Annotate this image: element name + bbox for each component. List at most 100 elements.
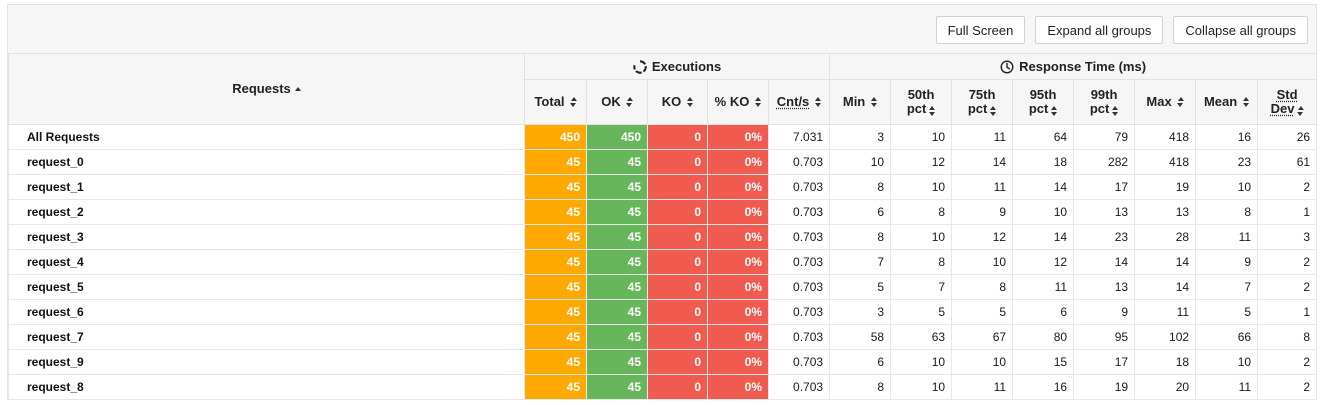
request-name-cell[interactable]: request_8 [8, 374, 525, 400]
request-name-cell[interactable]: request_6 [8, 299, 525, 325]
min-cell: 58 [829, 324, 892, 350]
p75-cell: 14 [951, 149, 1014, 175]
table-row[interactable]: request_4 45 45 0 0% 0.703 7 8 10 12 14 14 9 2 [8, 249, 1318, 275]
response-time-label: Response Time (ms) [1019, 58, 1147, 74]
request-name-cell[interactable]: request_4 [8, 249, 525, 275]
ko-cell: 0 [647, 274, 708, 300]
p99-header-label-line2: pct [1089, 101, 1110, 116]
cnts-cell: 0.703 [767, 224, 831, 250]
table-row[interactable]: request_1 45 45 0 0% 0.703 8 10 11 14 17 19 10 2 [8, 174, 1318, 200]
ok-column-header[interactable]: OK [586, 79, 648, 125]
percent-ko-cell: 0% [707, 274, 769, 300]
statistics-rows: All Requests 450 450 0 0% 7.031 3 10 11 64 79 418 16… [8, 124, 1318, 400]
std-dev-cell: 1 [1257, 299, 1318, 325]
sort-icon [626, 97, 633, 107]
sort-icon [1111, 106, 1119, 116]
mean-cell: 10 [1195, 349, 1259, 375]
toolbar: Full Screen Expand all groups Collapse a… [935, 16, 1308, 44]
max-column-header[interactable]: Max [1134, 79, 1197, 125]
max-header-label: Max [1146, 94, 1172, 109]
cnts-column-header[interactable]: Cnt/s [767, 79, 831, 125]
p75-column-header[interactable]: 75th pct [951, 79, 1014, 125]
p75-cell: 12 [951, 224, 1014, 250]
p75-cell: 5 [951, 299, 1014, 325]
mean-cell: 23 [1195, 149, 1259, 175]
cnts-header-label: Cnt/s [776, 94, 810, 109]
request-name-cell[interactable]: All Requests [8, 124, 525, 150]
table-row[interactable]: request_7 45 45 0 0% 0.703 58 63 67 80 95 102 66 8 [8, 324, 1318, 350]
request-name-cell[interactable]: request_2 [8, 199, 525, 225]
min-cell: 3 [829, 124, 892, 150]
max-cell: 11 [1134, 299, 1197, 325]
table-row[interactable]: request_9 45 45 0 0% 0.703 6 10 10 15 17 18 10 2 [8, 349, 1318, 375]
p95-cell: 18 [1012, 149, 1075, 175]
min-column-header[interactable]: Min [829, 79, 892, 125]
table-row[interactable]: request_0 45 45 0 0% 0.703 10 12 14 18 282 418 23 61 [8, 149, 1318, 175]
table-row[interactable]: request_2 45 45 0 0% 0.703 6 8 9 10 13 13 8 1 [8, 199, 1318, 225]
mean-column-header[interactable]: Mean [1195, 79, 1259, 125]
full-screen-button[interactable]: Full Screen [935, 16, 1026, 44]
ko-cell: 0 [647, 174, 708, 200]
std-dev-cell: 2 [1257, 174, 1318, 200]
p95-cell: 16 [1012, 374, 1075, 400]
min-cell: 6 [829, 199, 892, 225]
p95-column-header[interactable]: 95th pct [1012, 79, 1075, 125]
p50-column-header[interactable]: 50th pct [890, 79, 953, 125]
p99-cell: 9 [1073, 299, 1136, 325]
requests-column-header[interactable]: Requests [8, 53, 525, 125]
table-row[interactable]: All Requests 450 450 0 0% 7.031 3 10 11 64 79 418 16… [8, 124, 1318, 150]
ko-column-header[interactable]: KO [647, 79, 708, 125]
ok-cell: 45 [586, 374, 648, 400]
p50-cell: 10 [890, 374, 953, 400]
p99-cell: 23 [1073, 224, 1136, 250]
mean-cell: 10 [1195, 174, 1259, 200]
p75-cell: 11 [951, 174, 1014, 200]
sort-asc-icon [294, 87, 301, 91]
sort-icon [1297, 106, 1304, 116]
p99-column-header[interactable]: 99th pct [1073, 79, 1136, 125]
total-column-header[interactable]: Total [524, 79, 587, 125]
table-row[interactable]: request_6 45 45 0 0% 0.703 3 5 5 6 9 11 5 1 [8, 299, 1318, 325]
p99-cell: 14 [1073, 249, 1136, 275]
request-name-cell[interactable]: request_5 [8, 274, 525, 300]
mean-cell: 9 [1195, 249, 1259, 275]
p95-cell: 14 [1012, 174, 1075, 200]
p75-cell: 8 [951, 274, 1014, 300]
p50-cell: 8 [890, 199, 953, 225]
request-name-cell[interactable]: request_1 [8, 174, 525, 200]
collapse-all-groups-button[interactable]: Collapse all groups [1173, 16, 1308, 44]
sort-icon [686, 97, 694, 107]
executions-label: Executions [651, 58, 722, 74]
ko-cell: 0 [647, 349, 708, 375]
request-name-cell[interactable]: request_0 [8, 149, 525, 175]
max-cell: 418 [1134, 124, 1197, 150]
table-row[interactable]: request_5 45 45 0 0% 0.703 5 7 8 11 13 14 7 2 [8, 274, 1318, 300]
percent-ko-cell: 0% [707, 324, 769, 350]
expand-all-groups-button[interactable]: Expand all groups [1035, 16, 1164, 44]
table-row[interactable]: request_8 45 45 0 0% 0.703 8 10 11 16 19 20 11 2 [8, 374, 1318, 400]
sort-icon [989, 106, 997, 116]
ok-cell: 450 [586, 124, 648, 150]
std-dev-cell: 26 [1257, 124, 1318, 150]
p50-cell: 5 [890, 299, 953, 325]
p95-cell: 80 [1012, 324, 1075, 350]
max-cell: 13 [1134, 199, 1197, 225]
p75-cell: 10 [951, 349, 1014, 375]
std-dev-cell: 1 [1257, 199, 1318, 225]
request-name-cell[interactable]: request_3 [8, 224, 525, 250]
max-cell: 14 [1134, 274, 1197, 300]
p99-cell: 95 [1073, 324, 1136, 350]
std-dev-cell: 2 [1257, 374, 1318, 400]
std-dev-column-header[interactable]: Std Dev [1257, 79, 1318, 125]
max-cell: 418 [1134, 149, 1197, 175]
statistics-table: Requests Executions [8, 53, 1318, 400]
percent-ko-cell: 0% [707, 174, 769, 200]
table-row[interactable]: request_3 45 45 0 0% 0.703 8 10 12 14 23 28 11 3 [8, 224, 1318, 250]
std-dev-cell: 2 [1257, 249, 1318, 275]
request-name-cell[interactable]: request_9 [8, 349, 525, 375]
ok-cell: 45 [586, 224, 648, 250]
max-cell: 19 [1134, 174, 1197, 200]
percent-ko-cell: 0% [707, 374, 769, 400]
request-name-cell[interactable]: request_7 [8, 324, 525, 350]
percent-ko-column-header[interactable]: % KO [707, 79, 769, 125]
